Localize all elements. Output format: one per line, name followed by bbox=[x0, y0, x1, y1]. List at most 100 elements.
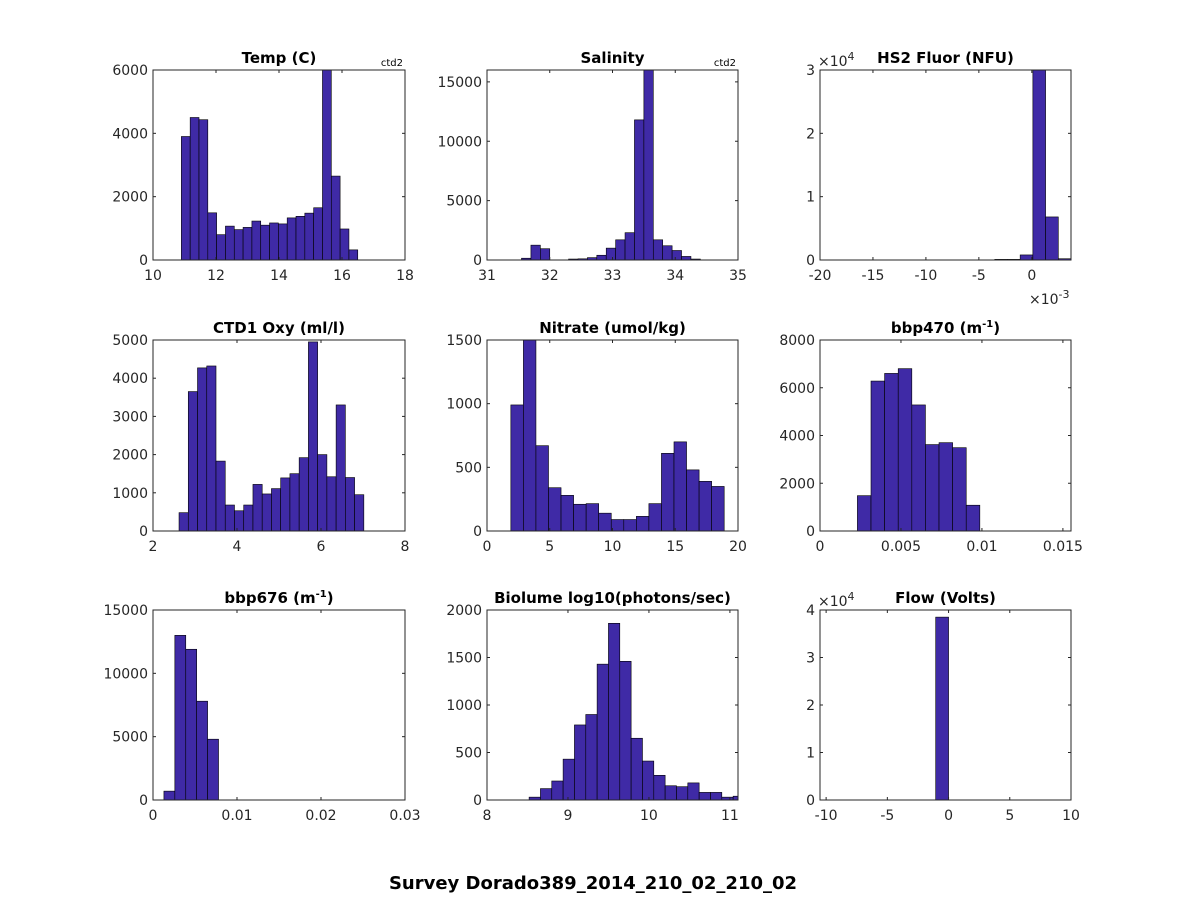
x-tick-label: 0.015 bbox=[1043, 539, 1083, 555]
x-tick-label: 12 bbox=[207, 268, 225, 284]
x-tick-label: 0 bbox=[149, 808, 158, 824]
x-tick-label: -5 bbox=[972, 268, 986, 284]
histogram-bar bbox=[215, 460, 226, 532]
histogram-bar bbox=[510, 404, 524, 532]
histogram-bar bbox=[345, 477, 355, 532]
histogram-bar bbox=[574, 724, 587, 801]
histogram-bar bbox=[653, 774, 666, 801]
histogram-bar bbox=[252, 484, 263, 532]
histogram-bar bbox=[560, 495, 574, 532]
subplot-title: Salinity bbox=[581, 49, 645, 67]
histogram-bar bbox=[1032, 69, 1046, 261]
y-tick-label: 0 bbox=[806, 524, 815, 540]
histogram-bar bbox=[261, 493, 272, 532]
histogram-bar bbox=[187, 391, 198, 532]
y-tick-label: 0 bbox=[139, 253, 148, 269]
x-tick-label: 20 bbox=[729, 539, 747, 555]
histogram-bar bbox=[585, 714, 598, 801]
x-tick-label: 8 bbox=[483, 808, 492, 824]
x-tick-label: 5 bbox=[545, 539, 554, 555]
subplot-9: -10 -5 0 5 10 0 1 2 3 4 Flow (Volts) ×104 bbox=[806, 589, 1080, 824]
x-tick-label: 18 bbox=[396, 268, 414, 284]
histogram-bar bbox=[585, 503, 599, 532]
histogram-bar bbox=[335, 404, 346, 532]
x-tick-label: 0 bbox=[944, 808, 953, 824]
histogram-bar bbox=[596, 254, 607, 261]
y-tick-label: 0 bbox=[139, 793, 148, 809]
x-tick-label: 2 bbox=[149, 539, 158, 555]
subplot-8: 8 9 10 11 0 500 1000 1500 2000 Biolume log10(phot… bbox=[446, 589, 738, 824]
histogram-bar bbox=[687, 782, 700, 801]
x-tick-label: 0 bbox=[816, 539, 825, 555]
histogram-bar bbox=[330, 175, 341, 261]
histogram-bar bbox=[535, 445, 549, 532]
x-tick-label: 32 bbox=[541, 268, 559, 284]
subplot-title: Nitrate (umol/kg) bbox=[539, 319, 686, 337]
x-tick-label: 16 bbox=[333, 268, 351, 284]
histogram-bar bbox=[643, 69, 654, 261]
histogram-bar bbox=[630, 737, 643, 801]
histogram-bar bbox=[304, 212, 314, 261]
axes-outline bbox=[152, 609, 406, 801]
histogram-bar bbox=[664, 785, 677, 801]
x-tick-label: 10 bbox=[604, 539, 622, 555]
histogram-bar bbox=[196, 700, 208, 801]
histogram-bar bbox=[662, 245, 673, 261]
histogram-bar bbox=[605, 247, 616, 261]
histogram-bar bbox=[174, 635, 187, 801]
histogram-bar bbox=[884, 373, 899, 532]
y-tick-label: 0 bbox=[139, 524, 148, 540]
histogram-bar bbox=[286, 217, 297, 261]
x-tick-label: 15 bbox=[666, 539, 684, 555]
x-tick-label: 0.01 bbox=[221, 808, 252, 824]
histogram-bar bbox=[271, 488, 281, 532]
histogram-bar bbox=[634, 119, 645, 261]
histogram-bar bbox=[298, 457, 309, 532]
y-exponent-label: ×104 bbox=[818, 590, 855, 610]
y-tick-label: 2000 bbox=[112, 448, 148, 464]
y-tick-label: 5000 bbox=[112, 333, 148, 349]
x-tick-label: 14 bbox=[270, 268, 288, 284]
histogram-bar bbox=[681, 256, 692, 261]
y-tick-label: 15000 bbox=[437, 75, 482, 91]
subplot-5: 0 5 10 15 20 0 500 1000 1500 Nitrate (umol/kg) bbox=[446, 319, 747, 555]
histogram-bar bbox=[615, 239, 626, 261]
histogram-bar bbox=[952, 447, 967, 532]
y-tick-label: 0 bbox=[806, 793, 815, 809]
y-tick-label: 0 bbox=[473, 793, 482, 809]
subplot-title: Temp (C) bbox=[242, 49, 317, 67]
y-tick-label: 1000 bbox=[446, 698, 482, 714]
y-tick-label: 0 bbox=[806, 253, 815, 269]
x-tick-label: -5 bbox=[880, 808, 894, 824]
histogram-bar bbox=[573, 503, 587, 532]
histogram-bar bbox=[189, 117, 200, 261]
x-tick-label: -10 bbox=[914, 268, 937, 284]
histogram-bar bbox=[562, 758, 575, 801]
y-tick-label: 10000 bbox=[103, 666, 148, 682]
y-tick-label: 4000 bbox=[112, 126, 148, 142]
x-tick-label: 8 bbox=[401, 539, 410, 555]
y-tick-label: 500 bbox=[455, 746, 482, 762]
histogram-bar bbox=[624, 232, 635, 261]
histogram-bars bbox=[994, 69, 1072, 261]
x-tick-label: 10 bbox=[1062, 808, 1080, 824]
y-tick-label: 1000 bbox=[446, 397, 482, 413]
histogram-bar bbox=[676, 786, 689, 801]
x-tick-label: 10 bbox=[640, 808, 658, 824]
subplot-annotation: ctd2 bbox=[381, 58, 403, 69]
x-tick-label: 0.01 bbox=[966, 539, 997, 555]
histogram-bar bbox=[551, 780, 564, 801]
y-tick-label: 3000 bbox=[112, 409, 148, 425]
histogram-bar bbox=[897, 368, 913, 532]
histogram-bar bbox=[911, 404, 926, 532]
axes-outline bbox=[152, 339, 406, 532]
y-tick-label: 8000 bbox=[779, 333, 815, 349]
subplot-title: HS2 Fluor (NFU) bbox=[877, 49, 1014, 67]
histogram-bar bbox=[965, 504, 981, 532]
histogram-bar bbox=[322, 69, 332, 261]
x-tick-label: 0 bbox=[1027, 268, 1036, 284]
subplot-title: bbp676 (m-1) bbox=[224, 589, 333, 607]
axes-box bbox=[819, 69, 1072, 261]
figure-suptitle: Survey Dorado389_2014_210_02_210_02 bbox=[389, 873, 797, 894]
